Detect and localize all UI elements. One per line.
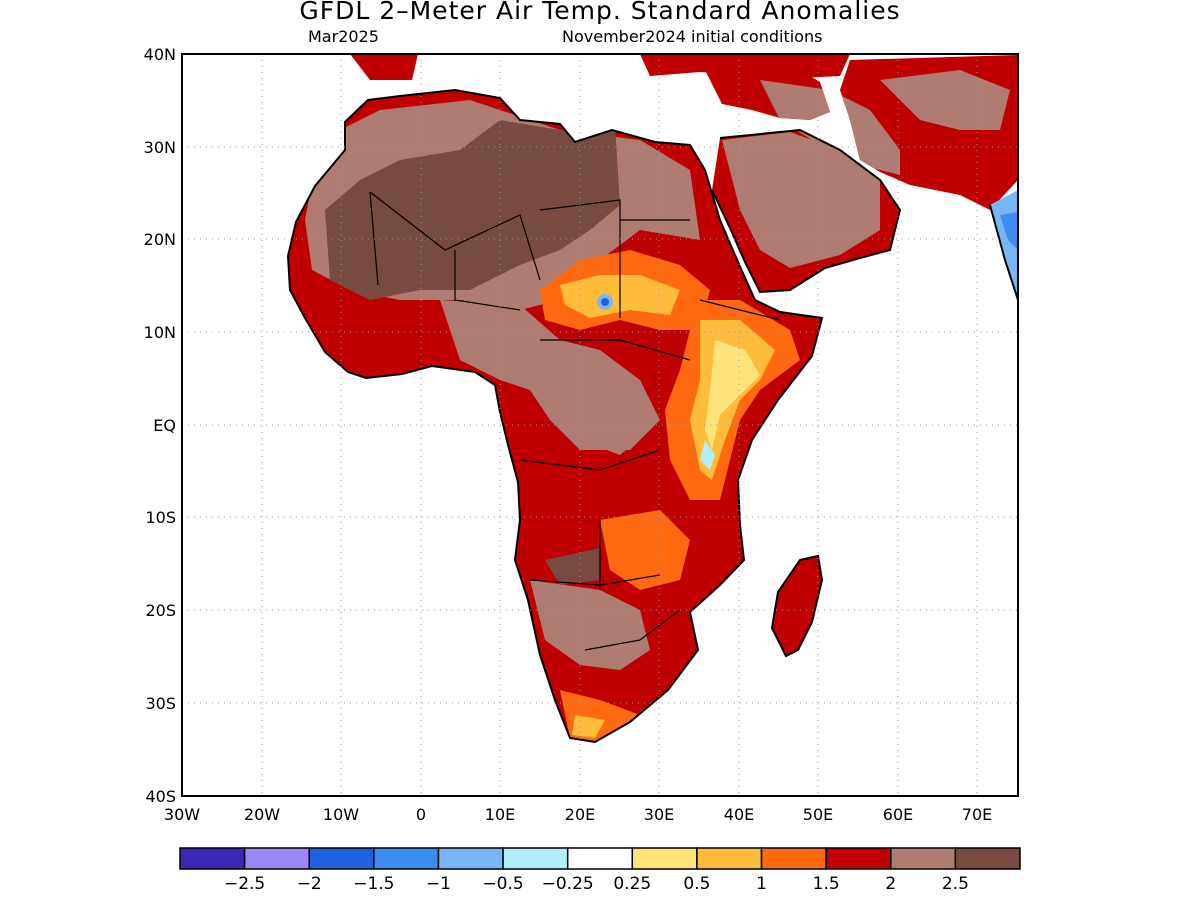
anomaly-india-cool-core — [1000, 212, 1018, 250]
lon-tick: 20E — [565, 805, 595, 824]
anomaly-darfur-cool-core — [601, 298, 609, 306]
colorbar-swatch — [373, 847, 440, 870]
forecast-month: Mar2025 — [308, 27, 379, 46]
map-title: GFDL 2–Meter Air Temp. Standard Anomalie… — [299, 0, 901, 25]
coastlines — [286, 88, 1018, 744]
longitude-axis: 30W 20W 10W 0 10E 20E 30E 40E 50E 60E 70… — [164, 805, 992, 824]
lon-tick: 30E — [644, 805, 674, 824]
colorbar-swatch — [954, 847, 1021, 870]
colorbar-label: 0.25 — [613, 874, 651, 894]
lon-tick: 10E — [485, 805, 515, 824]
lon-tick: 10W — [323, 805, 359, 824]
map-frame — [181, 53, 1019, 797]
colorbar-swatch — [890, 847, 957, 870]
lon-tick: 60E — [883, 805, 913, 824]
colorbar-label: −0.25 — [542, 874, 594, 894]
colorbar-label: 1.5 — [813, 874, 840, 894]
colorbar-label: 2 — [885, 874, 896, 894]
colorbar-swatch — [631, 847, 698, 870]
initial-conditions-label: November2024 initial conditions — [562, 27, 823, 46]
colorbar-label: −1 — [426, 874, 451, 894]
colorbar-label: 2.5 — [942, 874, 969, 894]
colorbar-swatch — [243, 847, 310, 870]
anomaly-arabia-light — [722, 132, 880, 268]
lat-tick: 20S — [145, 601, 176, 620]
lat-tick: 30N — [144, 138, 176, 157]
colorbar-swatch — [566, 847, 634, 870]
colorbar-label: −2 — [297, 874, 322, 894]
colorbar-label: −2.5 — [224, 874, 265, 894]
lat-tick: 10N — [144, 323, 176, 342]
lon-tick: 70E — [962, 805, 992, 824]
colorbar-label: 1 — [756, 874, 767, 894]
lat-tick: 10S — [145, 508, 176, 527]
latitude-axis: 40N 30N 20N 10N EQ 10S 20S 30S 40S — [144, 45, 176, 806]
anomaly-east-pale — [705, 340, 760, 450]
lon-tick: 30W — [164, 805, 200, 824]
lat-tick: 30S — [145, 694, 176, 713]
colorbar-label: 0.5 — [683, 874, 710, 894]
colorbar-swatch — [308, 847, 375, 870]
anomaly-sahara-dark — [325, 120, 620, 300]
colorbar-swatch — [760, 847, 827, 870]
colorbar — [179, 847, 1021, 870]
colorbar-label: −1.5 — [353, 874, 394, 894]
colorbar-swatch — [179, 847, 246, 870]
colorbar-swatch — [825, 847, 892, 870]
lat-tick: EQ — [153, 416, 176, 435]
lon-tick: 0 — [416, 805, 426, 824]
gridlines — [182, 54, 1018, 796]
anomaly-angola-dark — [545, 548, 600, 585]
anomaly-south-brown — [530, 580, 650, 670]
colorbar-label: −0.5 — [482, 874, 523, 894]
colorbar-swatch — [696, 847, 763, 870]
colorbar-swatch — [437, 847, 504, 870]
anomaly-zambia-orange — [600, 510, 690, 590]
lat-tick: 20N — [144, 230, 176, 249]
anomaly-kenya-cool — [700, 440, 715, 470]
lat-tick: 40N — [144, 45, 176, 64]
colorbar-swatch — [502, 847, 569, 870]
anomaly-congo-brown — [580, 380, 650, 455]
lon-tick: 20W — [244, 805, 280, 824]
lon-tick: 40E — [724, 805, 754, 824]
lon-tick: 50E — [803, 805, 833, 824]
colorbar-labels: −2.5 −2 −1.5 −1 −0.5 −0.25 0.25 0.5 1 1.5 2 2.5 — [224, 874, 969, 894]
lat-tick: 40S — [145, 787, 176, 806]
